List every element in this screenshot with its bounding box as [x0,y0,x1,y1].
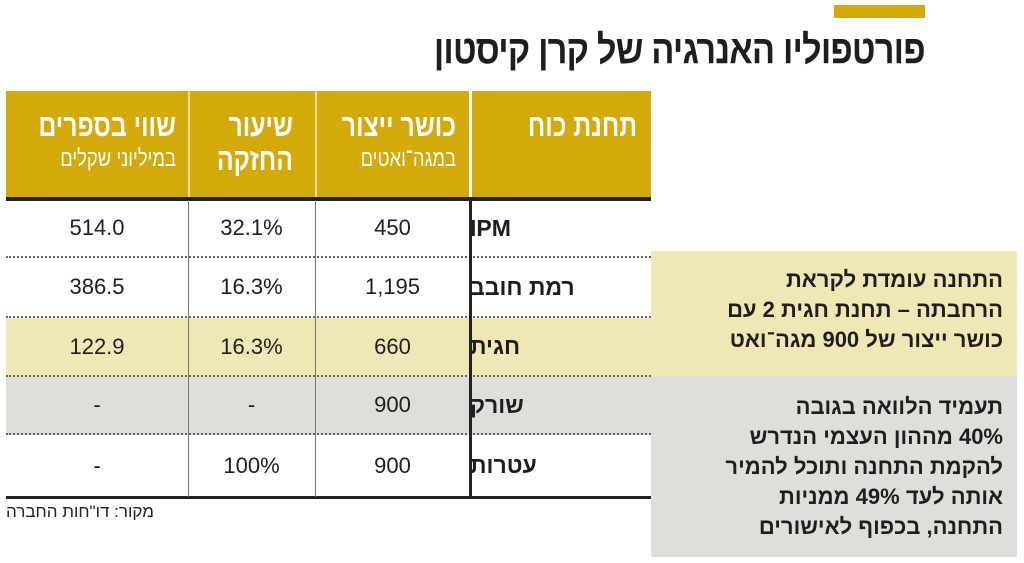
cell-book-value: 514.0 [69,215,125,240]
cell-capacity: 900 [374,392,411,417]
annotation-box-hagit: התחנה עומדת לקראת הרחבתה – תחנת חגית 2 ע… [651,251,1017,376]
source-note: מקור: דו"חות החברה [6,502,154,521]
cell-holding: 100% [223,452,280,478]
column-divider [315,200,316,497]
cell-capacity: 660 [374,333,411,359]
cell-holding: 32.1% [220,215,283,240]
column-header-holding: שיעור החזקה [188,91,315,197]
header-divider [315,91,317,197]
table-row-highlighted-gray: - - 900 שורק [6,377,651,435]
annotation-line: כושר ייצור של 900 מגה־ואט [729,327,1003,352]
cell-book-value: - [93,392,101,417]
header-divider [188,91,190,197]
header-bottom-rule [6,197,651,201]
column-header-holding-label-2: החזקה [216,142,293,177]
column-header-station: תחנת כוח [470,91,651,197]
cell-holding: 16.3% [220,274,283,299]
cell-station: שורק [470,391,524,418]
column-header-capacity-unit: במגה־ואטים [360,145,456,171]
table-row-highlighted-yellow: 122.9 16.3% 660 חגית [6,318,651,377]
cell-station: חגית [470,333,521,359]
cell-capacity: 900 [374,452,411,478]
annotation-line: 40% מההון העצמי הנדרש [749,424,1003,449]
column-header-holding-label: שיעור [228,108,293,143]
table-row: 514.0 32.1% 450 IPM [6,200,651,258]
table-row: - 100% 900 עטרות [6,435,651,499]
annotation-line: תעמיד הלוואה בגובה [795,394,1003,419]
cell-book-value: 386.5 [69,274,125,299]
column-header-book-value-unit: במיליוני שקלים [60,145,176,171]
annotation-box-sorek: תעמיד הלוואה בגובה 40% מההון העצמי הנדרש… [651,376,1017,557]
cell-holding: - [247,392,256,417]
column-header-book-value: שווי בספרים במיליוני שקלים [6,91,188,197]
page-title: פורטפוליו האנרגיה של קרן קיסטון [434,28,926,72]
annotation-line: התחנה, בכפוף לאישורים [758,514,1003,539]
cell-station: רמת חובב [470,273,575,300]
column-divider-main [469,200,472,497]
header-divider [469,91,472,197]
cell-station: IPM [470,214,511,241]
cell-capacity: 1,195 [364,274,421,299]
column-header-capacity-label: כושר ייצור [341,108,456,143]
column-header-book-value-label: שווי בספרים [38,108,176,143]
column-divider [188,200,189,497]
cell-book-value: - [93,452,101,478]
cell-capacity: 450 [374,215,411,240]
annotation-line: להקמת התחנה ותוכל להמיר [725,454,1003,479]
cell-holding: 16.3% [220,333,283,359]
cell-book-value: 122.9 [69,333,125,359]
annotation-line: הרחבתה – תחנת חגית 2 עם [727,297,1003,322]
column-header-station-label: תחנת כוח [527,108,637,143]
annotation-line: התחנה עומדת לקראת [785,267,1003,292]
annotation-line: אותה לעד 49% ממניות [779,484,1003,509]
table-header: תחנת כוח כושר ייצור במגה־ואטים שיעור החז… [6,91,651,197]
column-header-capacity: כושר ייצור במגה־ואטים [315,91,470,197]
table-row: 386.5 16.3% 1,195 רמת חובב [6,258,651,318]
cell-station: עטרות [470,452,537,478]
title-accent-bar [834,5,925,18]
